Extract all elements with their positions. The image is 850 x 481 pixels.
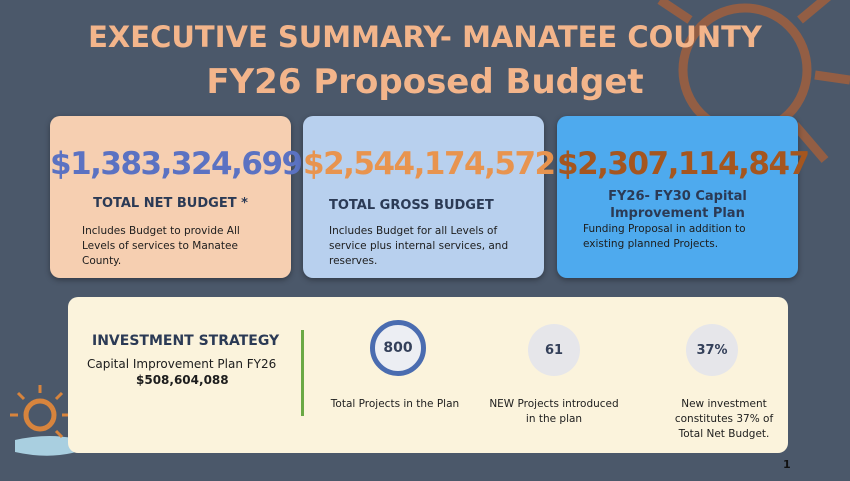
strategy-panel: INVESTMENT STRATEGY Capital Improvement … [68,297,788,453]
card-amount: $2,544,174,572 [303,146,556,182]
strategy-amount: $508,604,088 [136,373,229,387]
card-label: TOTAL GROSS BUDGET [329,198,494,213]
page-number: 1 [783,458,791,471]
card-amount: $1,383,324,699 [50,146,303,182]
stat-label: New investment constitutes 37% of Total … [674,398,774,440]
stat-circle: 37% [686,324,738,376]
stat-label: NEW Projects introduced in the plan [489,398,619,425]
card-amount: $2,307,114,847 [557,146,810,182]
card-description: Includes Budget to provide All Levels of… [82,225,240,267]
card: $2,544,174,572 TOTAL GROSS BUDGET Includ… [303,116,556,278]
stat-circle: 800 [370,320,426,376]
subtitle: FY26 Proposed Budget [206,62,644,102]
stat-circle: 61 [528,324,580,376]
strategy-subtitle: Capital Improvement Plan FY26 [87,357,277,371]
card-label: TOTAL NET BUDGET * [93,196,248,211]
card: $1,383,324,699 TOTAL NET BUDGET * Includ… [50,116,303,278]
stat-label: Total Projects in the Plan [330,398,460,410]
card-label: FY26- FY30 Capital Improvement Plan [608,189,747,221]
strategy-title: INVESTMENT STRATEGY [92,333,280,349]
divider [301,330,304,416]
title: EXECUTIVE SUMMARY- MANATEE COUNTY [88,20,762,54]
card: $2,307,114,847 FY26- FY30 Capital Improv… [557,116,810,278]
card-description: Includes Budget for all Levels of servic… [329,225,509,267]
card-description: Funding Proposal in addition to existing… [583,223,746,250]
